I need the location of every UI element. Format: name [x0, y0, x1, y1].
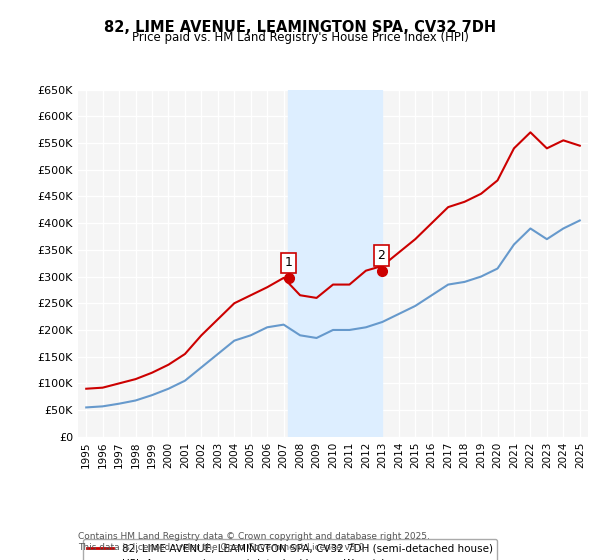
Legend: 82, LIME AVENUE, LEAMINGTON SPA, CV32 7DH (semi-detached house), HPI: Average pr: 82, LIME AVENUE, LEAMINGTON SPA, CV32 7D…: [83, 539, 497, 560]
Text: Contains HM Land Registry data © Crown copyright and database right 2025.
This d: Contains HM Land Registry data © Crown c…: [78, 532, 430, 552]
Text: 2: 2: [377, 249, 385, 262]
Text: Price paid vs. HM Land Registry's House Price Index (HPI): Price paid vs. HM Land Registry's House …: [131, 31, 469, 44]
Text: 82, LIME AVENUE, LEAMINGTON SPA, CV32 7DH: 82, LIME AVENUE, LEAMINGTON SPA, CV32 7D…: [104, 20, 496, 35]
Text: 1: 1: [284, 256, 293, 269]
Bar: [288, 90, 382, 437]
